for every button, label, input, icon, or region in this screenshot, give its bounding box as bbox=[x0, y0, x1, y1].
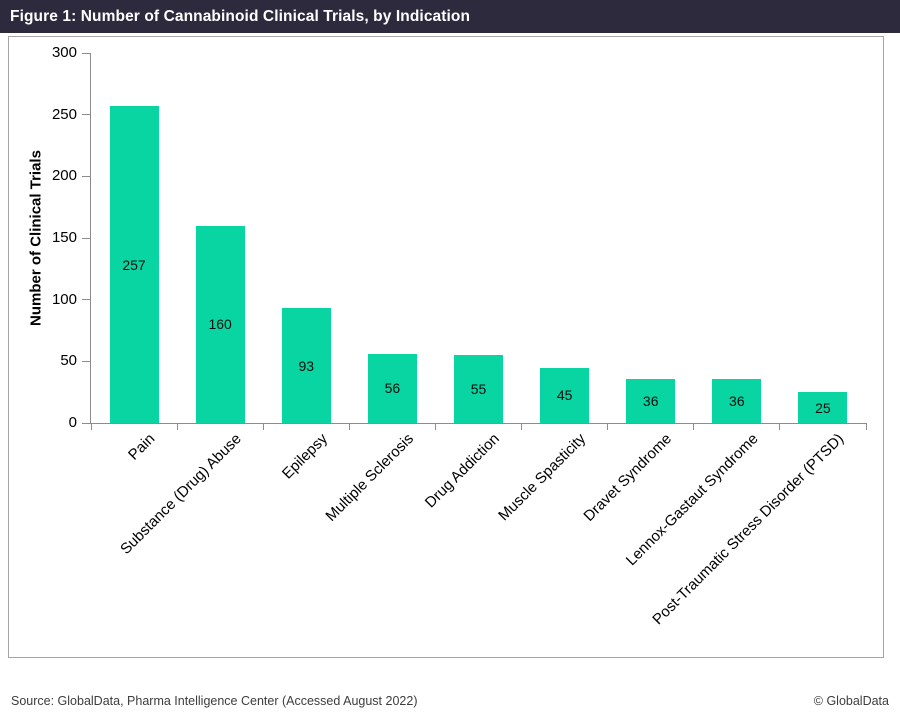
bar-value-label: 160 bbox=[208, 316, 232, 333]
bar-value-label: 257 bbox=[122, 256, 146, 273]
bar-value-label: 55 bbox=[470, 381, 487, 398]
x-axis-category-label: Pain bbox=[125, 430, 159, 464]
y-tick-label: 200 bbox=[51, 167, 77, 185]
y-tick-mark bbox=[82, 114, 90, 116]
bar: 45 bbox=[540, 367, 590, 423]
y-tick-label: 0 bbox=[68, 414, 77, 431]
bar: 160 bbox=[195, 225, 245, 423]
x-tick-mark bbox=[779, 423, 781, 430]
x-axis-category-label: Dravet Syndrome bbox=[580, 430, 676, 525]
x-tick-mark bbox=[262, 423, 264, 430]
bar-value-label: 36 bbox=[642, 392, 659, 409]
y-tick-mark bbox=[82, 422, 90, 424]
y-tick-label: 250 bbox=[51, 105, 77, 123]
x-tick-mark bbox=[434, 423, 436, 430]
bar-value-label: 93 bbox=[298, 357, 315, 374]
x-axis-category-label: Muscle Spasticity bbox=[494, 430, 589, 525]
y-tick-label: 100 bbox=[51, 290, 77, 308]
x-tick-mark bbox=[348, 423, 350, 430]
y-tick-mark bbox=[82, 175, 90, 177]
y-tick-label: 300 bbox=[51, 44, 77, 61]
x-tick-mark bbox=[90, 423, 92, 430]
y-tick-mark bbox=[82, 299, 90, 301]
x-axis-category-label: Multiple Sclerosis bbox=[322, 430, 417, 525]
x-axis-category-label: Post-Traumatic Stress Disorder (PTSD) bbox=[649, 430, 848, 629]
source-text: Source: GlobalData, Pharma Intelligence … bbox=[11, 694, 418, 708]
y-tick-mark bbox=[82, 360, 90, 362]
y-tick-label: 150 bbox=[51, 229, 77, 246]
bar: 25 bbox=[798, 392, 848, 423]
bar-value-label: 36 bbox=[729, 392, 745, 409]
x-tick-mark bbox=[607, 423, 609, 430]
bar: 36 bbox=[712, 378, 762, 423]
chart-frame: Number of Clinical Trials 0 50 100 150 200 25… bbox=[8, 36, 884, 658]
y-tick-mark bbox=[82, 237, 90, 239]
bar: 55 bbox=[454, 355, 503, 423]
figure-title: Figure 1: Number of Cannabinoid Clinical… bbox=[10, 7, 471, 25]
y-tick-mark bbox=[82, 52, 90, 54]
bar-value-label: 45 bbox=[556, 387, 573, 404]
bar-value-label: 25 bbox=[815, 399, 831, 416]
x-axis-category-label: Epilepsy bbox=[278, 430, 331, 483]
footer: Source: GlobalData, Pharma Intelligence … bbox=[0, 689, 900, 713]
x-tick-mark bbox=[865, 423, 867, 430]
x-tick-mark bbox=[521, 423, 523, 430]
figure-title-bar: Figure 1: Number of Cannabinoid Clinical… bbox=[0, 0, 900, 33]
copyright-text: © GlobalData bbox=[813, 694, 889, 708]
y-tick-label: 50 bbox=[60, 352, 77, 370]
bar: 36 bbox=[626, 378, 676, 423]
bar: 56 bbox=[367, 353, 417, 423]
bar: 257 bbox=[109, 106, 159, 423]
x-axis-category-label: Drug Addiction bbox=[421, 430, 503, 512]
bar-value-label: 56 bbox=[384, 380, 401, 397]
plot-area: 0 50 100 150 200 250 300 257 Pain 160 Substance (D… bbox=[52, 44, 867, 628]
x-tick-mark bbox=[176, 423, 178, 430]
bar: 93 bbox=[281, 308, 331, 423]
x-tick-mark bbox=[693, 423, 695, 430]
